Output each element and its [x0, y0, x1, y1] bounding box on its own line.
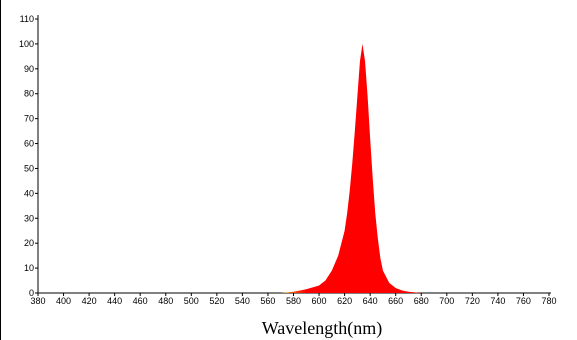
y-tick-label: 20 — [24, 238, 34, 248]
axes — [0, 0, 551, 340]
x-tick-label: 580 — [286, 296, 301, 306]
x-tick-label: 560 — [260, 296, 275, 306]
x-tick-label: 600 — [312, 296, 327, 306]
y-tick-label: 10 — [24, 263, 34, 273]
x-tick-label: 520 — [209, 296, 224, 306]
x-axis-label: Wavelength(nm) — [262, 318, 383, 339]
x-tick-label: 420 — [82, 296, 97, 306]
y-tick-label: 70 — [24, 114, 34, 124]
x-tick-label: 540 — [235, 296, 250, 306]
y-tick-label: 50 — [24, 163, 34, 173]
series-layer — [280, 43, 422, 293]
x-tick-label: 640 — [363, 296, 378, 306]
x-tick-label: 480 — [158, 296, 173, 306]
y-tick-label: 80 — [24, 89, 34, 99]
x-tick-label: 700 — [439, 296, 454, 306]
x-tick-label: 440 — [107, 296, 122, 306]
y-tick-label: 90 — [24, 64, 34, 74]
x-tick-label: 660 — [388, 296, 403, 306]
spectrum-area — [280, 43, 422, 293]
x-tick-label: 500 — [184, 296, 199, 306]
y-tick-label: 110 — [20, 14, 34, 24]
x-tick-label: 400 — [56, 296, 71, 306]
y-tick-label: 30 — [24, 213, 34, 223]
y-tick-label: 60 — [24, 139, 34, 149]
y-tick-label: 0 — [29, 288, 34, 298]
x-tick-label: 680 — [414, 296, 429, 306]
y-axis-ticks: 0 10 20 30 40 50 60 70 80 90 100 110 — [19, 14, 38, 298]
x-axis-ticks: 380 400 420 440 460 480 500 520 540 560 580 600 620 6… — [30, 293, 557, 306]
x-tick-label: 620 — [337, 296, 352, 306]
x-tick-label: 460 — [133, 296, 148, 306]
y-tick-label: 100 — [19, 39, 34, 49]
x-tick-label: 720 — [465, 296, 480, 306]
x-tick-label: 380 — [30, 296, 45, 306]
x-tick-label: 780 — [541, 296, 556, 306]
y-tick-label: 40 — [24, 188, 34, 198]
x-tick-label: 740 — [490, 296, 505, 306]
x-tick-label: 760 — [516, 296, 531, 306]
